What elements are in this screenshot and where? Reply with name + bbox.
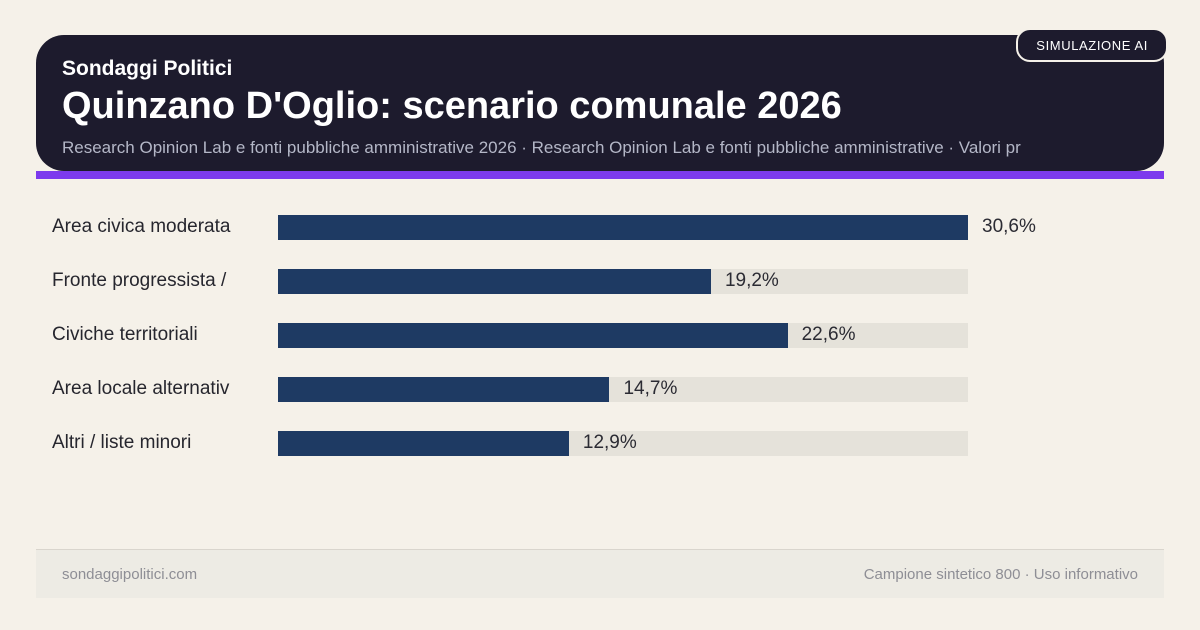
accent-bar bbox=[36, 171, 1164, 179]
bar-fill bbox=[278, 376, 610, 402]
chart-row: Civiche territoriali 22,6% bbox=[36, 308, 1164, 362]
chart-row: Altri / liste minori 12,9% bbox=[36, 416, 1164, 470]
category-label: Area locale alternativ bbox=[52, 378, 230, 399]
bar-fill bbox=[278, 322, 788, 348]
page-title: Quinzano D'Oglio: scenario comunale 2026 bbox=[62, 85, 842, 128]
bar-track: 12,9% bbox=[278, 430, 968, 456]
footer-disclaimer: Campione sintetico 800 · Uso informativo bbox=[863, 565, 1138, 583]
value-label: 14,7% bbox=[623, 378, 678, 399]
category-label: Fronte progressista / bbox=[52, 270, 227, 291]
value-label: 19,2% bbox=[724, 270, 779, 291]
bar-fill bbox=[278, 268, 711, 294]
brand-kicker: Sondaggi Politici bbox=[62, 57, 233, 80]
page-subtitle: Research Opinion Lab e fonti pubbliche a… bbox=[62, 137, 1021, 157]
bar-fill bbox=[278, 214, 968, 240]
value-label: 12,9% bbox=[582, 432, 637, 453]
bar-track: 19,2% bbox=[278, 268, 968, 294]
bar-fill bbox=[278, 430, 569, 456]
value-label: 30,6% bbox=[982, 216, 1036, 237]
category-label: Area civica moderata bbox=[52, 216, 231, 237]
ai-simulation-badge: SIMULAZIONE AI bbox=[1016, 28, 1168, 62]
category-label: Altri / liste minori bbox=[52, 432, 192, 453]
chart-row: Fronte progressista / 19,2% bbox=[36, 254, 1164, 308]
bar-track: 14,7% bbox=[278, 376, 968, 402]
category-label: Civiche territoriali bbox=[52, 324, 198, 345]
ai-simulation-badge-label: SIMULAZIONE AI bbox=[1036, 37, 1148, 53]
chart-row: Area civica moderata 30,6% bbox=[36, 200, 1164, 254]
chart-row: Area locale alternativ 14,7% bbox=[36, 362, 1164, 416]
bar-track: 22,6% bbox=[278, 322, 968, 348]
footer: sondaggipolitici.com Campione sintetico … bbox=[36, 549, 1164, 598]
header: Sondaggi Politici Quinzano D'Oglio: scen… bbox=[36, 35, 1164, 171]
bar-track: 30,6% bbox=[278, 214, 1036, 240]
bar-chart: Area civica moderata 30,6% Fronte progress… bbox=[36, 200, 1164, 470]
value-label: 22,6% bbox=[801, 324, 856, 345]
footer-site-url: sondaggipolitici.com bbox=[62, 565, 198, 583]
